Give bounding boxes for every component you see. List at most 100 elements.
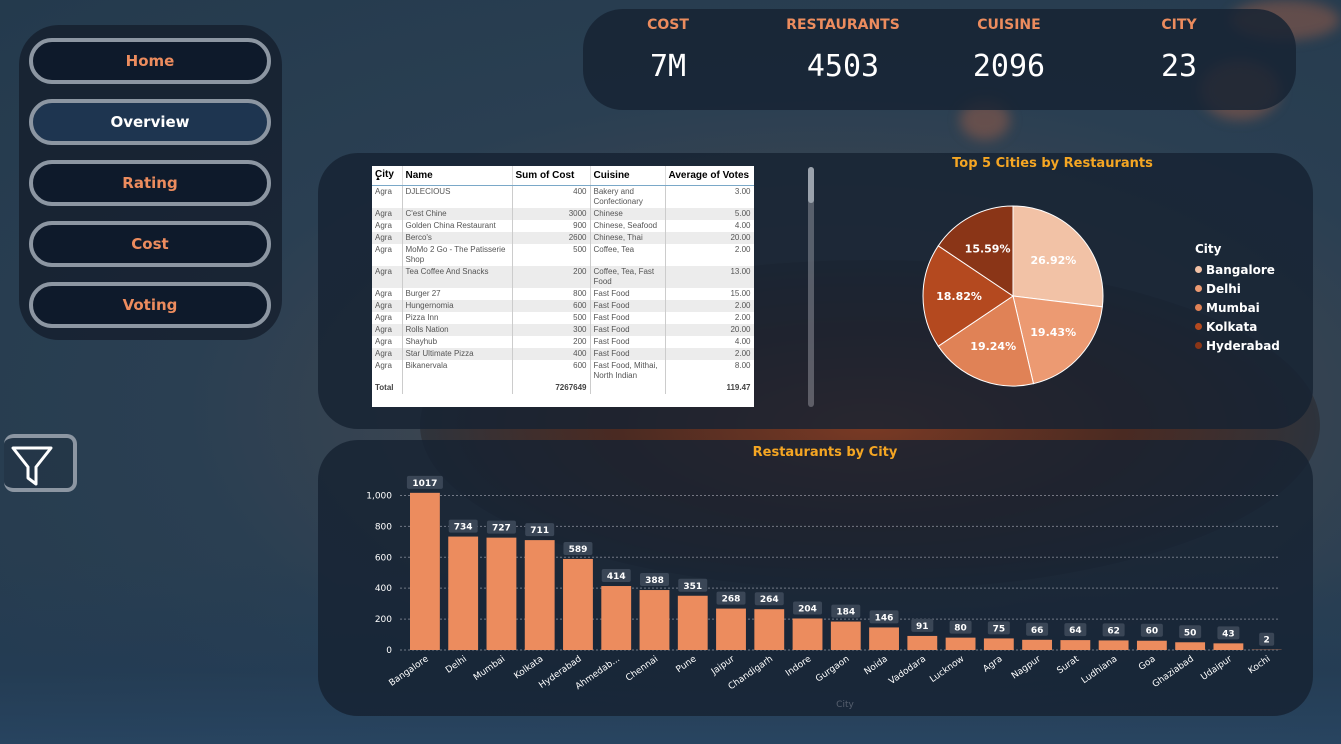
table-row[interactable]: Agra Tea Coffee And Snacks 200 Coffee, Tea,…: [372, 265, 754, 288]
bar-goa[interactable]: [1136, 640, 1167, 650]
bar-data-label: 80: [954, 624, 967, 634]
x-tick-label: Agra: [982, 654, 1005, 674]
table-scrollbar[interactable]: [808, 167, 814, 407]
table-row[interactable]: Agra Pizza Inn 500 Fast Food 2.00: [372, 311, 754, 324]
table-row[interactable]: Agra Bikanervala 600 Fast Food, Mithai, Nor…: [372, 359, 754, 382]
table-cell: Tea Coffee And Snacks: [402, 265, 513, 288]
table-row[interactable]: Agra Golden China Restaurant 900 Chinese, S…: [372, 219, 754, 232]
pie-data-label: 18.82%: [936, 290, 982, 303]
filter-button[interactable]: [4, 434, 77, 492]
scrollbar-thumb[interactable]: [808, 167, 814, 203]
bar-ahmedab[interactable]: [601, 586, 632, 650]
bar-delhi[interactable]: [448, 536, 479, 650]
table-cell: Pizza Inn: [402, 311, 513, 324]
nav-button-overview[interactable]: Overview: [29, 99, 271, 145]
bar-data-label: 711: [530, 526, 549, 536]
table-cell: Fast Food: [590, 347, 666, 360]
table-row[interactable]: Agra Burger 27 800 Fast Food 15.00: [372, 287, 754, 300]
table-cell: 15.00: [665, 287, 754, 300]
table-cell: C'est Chine: [402, 207, 513, 220]
bar-udaipur[interactable]: [1213, 643, 1244, 650]
pie-chart[interactable]: 26.92% 19.43% 19.24% 18.82% 15.59%: [920, 205, 1106, 387]
bar-data-label: 1017: [412, 479, 437, 489]
table-row[interactable]: Agra C'est Chine 3000 Chinese 5.00: [372, 207, 754, 220]
x-tick-label: Udaipur: [1199, 654, 1234, 683]
legend-item-kolkata[interactable]: Kolkata: [1195, 317, 1280, 336]
table-cell: 2.00: [665, 311, 754, 324]
bar-ludhiana[interactable]: [1098, 640, 1129, 650]
table-cell: Fast Food: [590, 335, 666, 348]
bar-indore[interactable]: [792, 618, 823, 650]
kpi-value: 2096: [972, 49, 1046, 84]
bar-noida[interactable]: [869, 627, 899, 650]
data-label-background: [1140, 623, 1163, 637]
legend-item-mumbai[interactable]: Mumbai: [1195, 298, 1280, 317]
bar-jaipur[interactable]: [716, 608, 746, 650]
table-cell: 600: [512, 299, 591, 312]
table-cell: 20.00: [665, 231, 754, 244]
table-row[interactable]: Agra Berco's 2600 Chinese, Thai 20.00: [372, 231, 754, 244]
table-cell: Fast Food, Mithai, North Indian: [590, 359, 666, 382]
table-cell: 500: [512, 311, 591, 324]
table-row[interactable]: Agra Star Ultimate Pizza 400 Fast Food 2.00: [372, 347, 754, 360]
x-tick-label: Goa: [1137, 654, 1157, 673]
data-label-background: [987, 621, 1010, 635]
bar-chart[interactable]: 0 200 400 600 800 1,000 1017 Bangalore 734 Delhi 7…: [330, 460, 1300, 710]
data-label-background: [793, 601, 823, 615]
x-tick-label: Ghaziabad: [1151, 654, 1196, 690]
bar-lucknow[interactable]: [945, 637, 976, 650]
bar-kolkata[interactable]: [524, 540, 555, 650]
bar-gurgaon[interactable]: [830, 621, 861, 650]
table-cell: 400: [512, 347, 591, 360]
table-row[interactable]: Agra Shayhub 200 Fast Food 4.00: [372, 335, 754, 348]
column-header[interactable]: Name: [402, 166, 513, 186]
table-cell: 2.00: [665, 347, 754, 360]
bar-mumbai[interactable]: [486, 537, 517, 650]
pie-slice-mumbai[interactable]: [937, 295, 1035, 387]
nav-button-rating[interactable]: Rating: [29, 160, 271, 206]
nav-button-voting[interactable]: Voting: [29, 282, 271, 328]
table-row[interactable]: Agra Hungernomia 600 Fast Food 2.00: [372, 299, 754, 312]
bar-agra[interactable]: [983, 638, 1014, 650]
nav-button-cost[interactable]: Cost: [29, 221, 271, 267]
column-header[interactable]: Cuisine: [590, 166, 666, 186]
pie-slice-kolkata[interactable]: [922, 245, 1014, 347]
table-row[interactable]: Agra Rolls Nation 300 Fast Food 20.00: [372, 323, 754, 336]
legend-label: Kolkata: [1206, 319, 1258, 334]
pie-slice-hyderabad[interactable]: [937, 205, 1014, 297]
legend-marker: [1195, 266, 1202, 273]
column-header[interactable]: Average of Votes: [665, 166, 754, 186]
bar-chandigarh[interactable]: [754, 609, 785, 650]
legend-item-hyderabad[interactable]: Hyderabad: [1195, 336, 1280, 355]
legend-item-bangalore[interactable]: Bangalore: [1195, 260, 1280, 279]
column-header[interactable]: City ▲: [372, 166, 403, 186]
table-cell: 5.00: [665, 207, 754, 220]
bar-vadodara[interactable]: [907, 635, 938, 650]
table-cell: 500: [512, 243, 591, 266]
bar-nagpur[interactable]: [1022, 639, 1053, 650]
data-label-background: [716, 591, 746, 605]
bar-bangalore[interactable]: [410, 492, 440, 650]
table-row[interactable]: Agra MoMo 2 Go - The Patisserie Shop 500 Co…: [372, 243, 754, 266]
bar-surat[interactable]: [1060, 640, 1091, 650]
bar-ghaziabad[interactable]: [1175, 642, 1206, 650]
bar-chennai[interactable]: [639, 590, 670, 650]
table-cell: Coffee, Tea, Fast Food: [590, 265, 666, 288]
nav-button-home[interactable]: Home: [29, 38, 271, 84]
kpi-card-city: CITY 23: [1099, 9, 1259, 84]
column-header[interactable]: Sum of Cost: [512, 166, 591, 186]
pie-slice-delhi[interactable]: [1012, 295, 1103, 385]
pie-slice-bangalore[interactable]: [1012, 205, 1104, 308]
bar-data-label: 50: [1184, 628, 1197, 638]
table-cell: Golden China Restaurant: [402, 219, 513, 232]
legend-marker: [1195, 342, 1202, 349]
legend-item-delhi[interactable]: Delhi: [1195, 279, 1280, 298]
restaurant-table[interactable]: City ▲ Name Sum of Cost Cuisine Average of Vo…: [372, 166, 754, 407]
bar-pune[interactable]: [677, 595, 708, 650]
data-label-background: [1179, 625, 1202, 639]
table-cell: Agra: [372, 219, 403, 232]
bar-data-label: 264: [760, 595, 779, 605]
table-row[interactable]: Agra DJLECIOUS 400 Bakery and Confectionary…: [372, 185, 754, 208]
x-tick-label: Indore: [784, 654, 814, 679]
bar-hyderabad[interactable]: [563, 558, 593, 650]
